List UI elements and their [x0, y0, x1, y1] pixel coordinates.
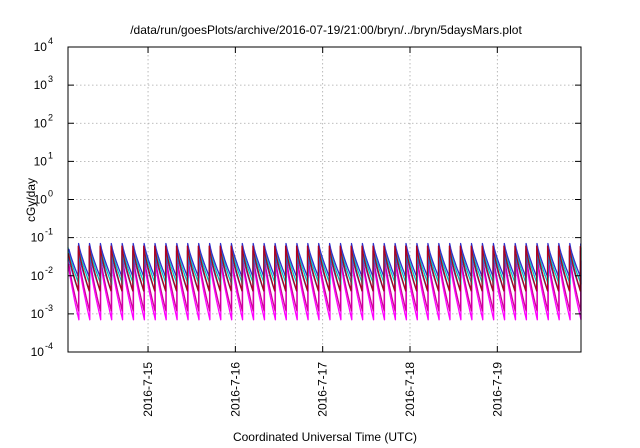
- x-axis-label: Coordinated Universal Time (UTC): [233, 430, 417, 444]
- y-tick-label: 10-1: [31, 227, 53, 245]
- y-tick-label: 10-3: [31, 303, 53, 321]
- series-line: [67, 245, 581, 292]
- y-tick-label: 10-2: [31, 265, 53, 283]
- series-layer: [67, 242, 582, 321]
- x-tick-label: 2016-7-17: [316, 362, 330, 417]
- x-axis: 2016-7-15 2016-7-16 2016-7-17 2016-7-18 2016…: [141, 47, 504, 417]
- x-tick-label: 2016-7-16: [228, 362, 242, 417]
- y-tick-label: 10-4: [31, 341, 53, 359]
- x-tick-label: 2016-7-19: [490, 362, 504, 417]
- chart-title: /data/run/goesPlots/archive/2016-07-19/2…: [130, 23, 522, 37]
- x-tick-label: 2016-7-15: [141, 362, 155, 417]
- y-axis-label: cGy/day: [24, 178, 38, 222]
- y-tick-label: 102: [34, 112, 53, 130]
- y-tick-label: 101: [34, 150, 53, 168]
- x-tick-label: 2016-7-18: [403, 362, 417, 417]
- y-tick-label: 103: [34, 74, 53, 92]
- series-line: [68, 254, 582, 312]
- y-tick-label: 104: [34, 36, 53, 54]
- series-line: [67, 259, 582, 321]
